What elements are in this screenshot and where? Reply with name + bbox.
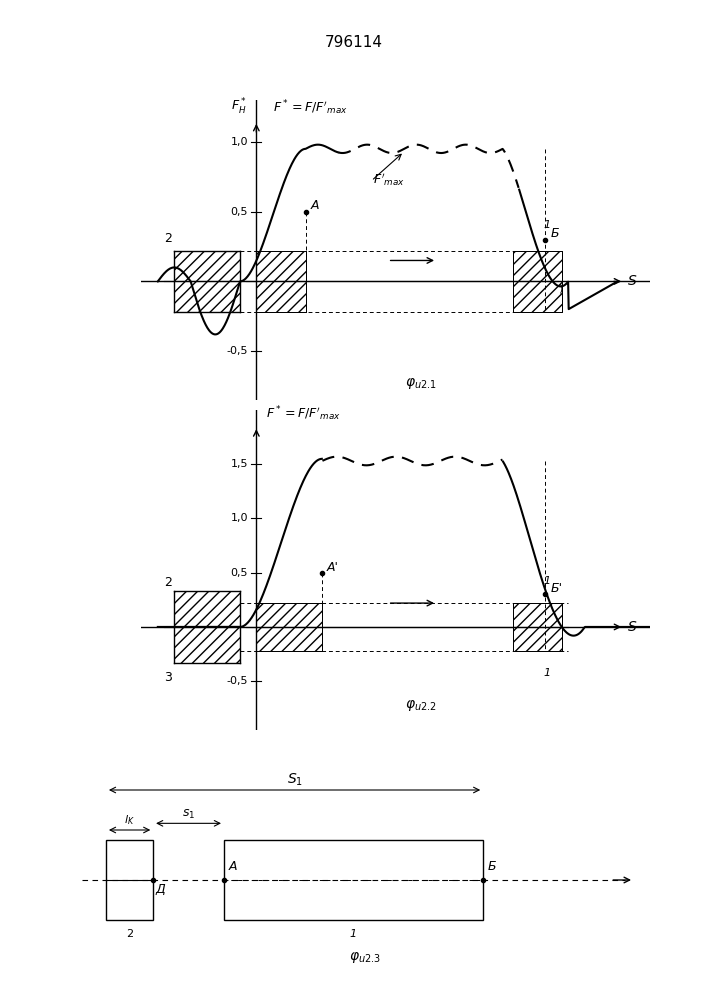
Text: 1,0: 1,0 <box>230 137 248 147</box>
Text: ): ) <box>559 283 563 293</box>
Text: 1: 1 <box>350 929 357 939</box>
Text: S: S <box>627 620 636 634</box>
Text: $\varphi_{u2.1}$: $\varphi_{u2.1}$ <box>404 376 436 391</box>
Text: 1: 1 <box>544 668 551 678</box>
Text: 2: 2 <box>126 929 133 939</box>
Text: -0,5: -0,5 <box>227 676 248 686</box>
Text: 0,5: 0,5 <box>230 568 248 578</box>
Text: Б': Б' <box>550 582 562 595</box>
Text: $S_1$: $S_1$ <box>286 771 303 788</box>
Bar <box>257 603 322 651</box>
Text: 1,0: 1,0 <box>230 513 248 523</box>
Bar <box>257 603 322 651</box>
Text: Б: Б <box>488 860 496 873</box>
Text: 2: 2 <box>165 576 173 589</box>
Text: $F^* = F/F'_{max}$: $F^* = F/F'_{max}$ <box>267 404 341 423</box>
Text: 1: 1 <box>544 220 551 230</box>
Bar <box>224 840 483 920</box>
Text: A': A' <box>327 561 339 574</box>
Text: -0,5: -0,5 <box>227 346 248 356</box>
Text: 0,5: 0,5 <box>230 207 248 217</box>
Bar <box>174 591 240 663</box>
Text: $F'_{max}$: $F'_{max}$ <box>373 171 405 188</box>
Text: 1,5: 1,5 <box>230 459 248 469</box>
Bar <box>513 603 562 651</box>
Text: $l_K$: $l_K$ <box>124 813 135 827</box>
Text: 1: 1 <box>544 576 551 586</box>
Text: А: А <box>228 860 237 873</box>
Bar <box>513 251 562 312</box>
Text: A: A <box>310 199 319 212</box>
Text: Д: Д <box>156 883 165 896</box>
Text: 3: 3 <box>165 671 173 684</box>
Text: 796114: 796114 <box>325 35 382 50</box>
Bar <box>513 603 562 651</box>
Bar <box>513 251 562 312</box>
Bar <box>106 840 153 920</box>
Text: $\varphi_{u2.2}$: $\varphi_{u2.2}$ <box>405 698 436 713</box>
Text: $s_1$: $s_1$ <box>182 808 195 821</box>
Text: S: S <box>627 274 636 288</box>
Bar <box>257 251 305 312</box>
Text: Б: Б <box>550 227 559 240</box>
Text: $F^* = F/F'_{max}$: $F^* = F/F'_{max}$ <box>273 98 348 117</box>
Text: $F^*_H$: $F^*_H$ <box>230 97 247 117</box>
Text: $\varphi_{u2.3}$: $\varphi_{u2.3}$ <box>349 950 381 965</box>
Text: 2: 2 <box>165 232 173 245</box>
Bar <box>257 251 305 312</box>
Bar <box>174 251 240 312</box>
